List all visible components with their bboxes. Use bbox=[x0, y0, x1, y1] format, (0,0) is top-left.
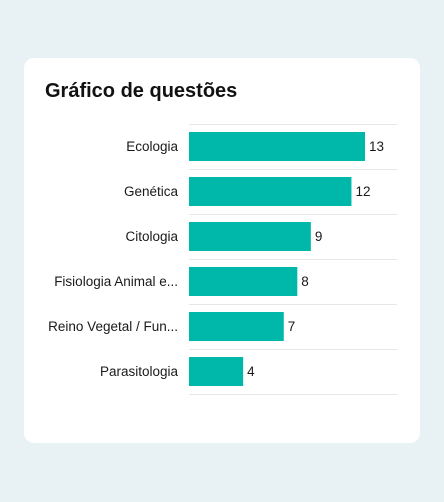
bar bbox=[189, 267, 298, 296]
category-label: Fisiologia Animal e... bbox=[54, 274, 178, 289]
bar bbox=[189, 312, 284, 341]
chart-title: Gráfico de questões bbox=[45, 80, 238, 102]
bar bbox=[189, 357, 244, 386]
value-label: 9 bbox=[315, 229, 323, 244]
category-label: Ecologia bbox=[126, 139, 178, 154]
value-label: 12 bbox=[355, 184, 370, 199]
category-label: Parasitologia bbox=[100, 364, 179, 379]
category-label: Citologia bbox=[125, 229, 178, 244]
bar bbox=[189, 177, 352, 206]
bar bbox=[189, 132, 365, 161]
category-label: Genética bbox=[124, 184, 179, 199]
value-label: 4 bbox=[247, 364, 255, 379]
value-label: 13 bbox=[369, 139, 384, 154]
value-label: 8 bbox=[301, 274, 309, 289]
chart-card: Gráfico de questões Ecologia 13 Genética 12… bbox=[24, 58, 420, 443]
category-label: Reino Vegetal / Fun... bbox=[48, 319, 178, 334]
value-label: 7 bbox=[288, 319, 296, 334]
bar bbox=[189, 222, 311, 251]
bar-chart: Ecologia 13 Genética 12 Citologia 9 Fisiologia… bbox=[48, 124, 397, 395]
